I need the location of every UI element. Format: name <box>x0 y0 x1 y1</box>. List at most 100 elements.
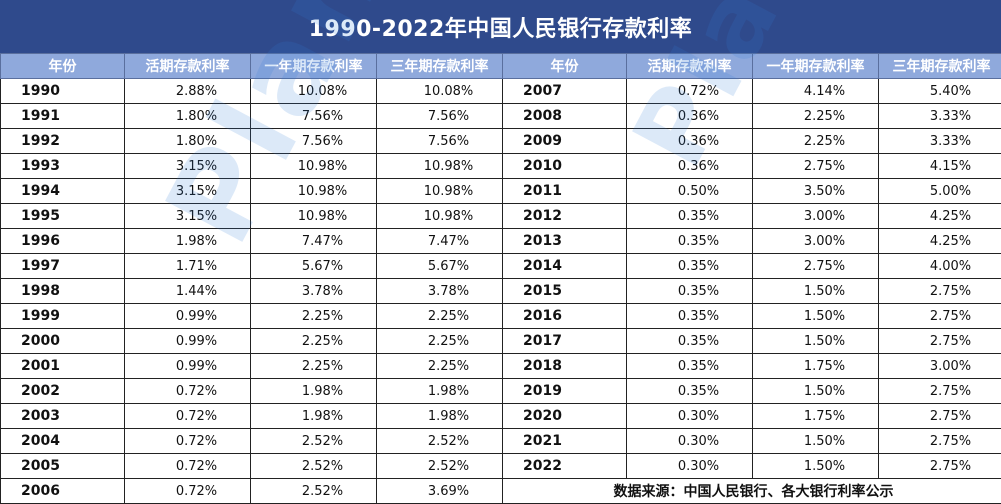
three-year-rate-cell: 4.25% <box>879 204 1001 229</box>
year-cell: 2002 <box>1 379 125 404</box>
one-year-rate-cell: 10.98% <box>251 154 377 179</box>
year-cell: 1996 <box>1 229 125 254</box>
three-year-rate-cell: 4.25% <box>879 229 1001 254</box>
one-year-rate-cell: 2.25% <box>251 304 377 329</box>
header-current-rate: 活期存款利率 <box>125 54 251 79</box>
current-rate-cell: 1.80% <box>125 104 251 129</box>
year-cell: 2004 <box>1 429 125 454</box>
year-cell: 2003 <box>1 404 125 429</box>
current-rate-cell: 0.35% <box>627 304 753 329</box>
current-rate-cell: 1.44% <box>125 279 251 304</box>
year-cell: 2012 <box>503 204 627 229</box>
header-year: 年份 <box>1 54 125 79</box>
header-row: 年份 活期存款利率 一年期存款利率 三年期存款利率 年份 活期存款利率 一年期存… <box>1 54 1001 79</box>
year-cell: 2013 <box>503 229 627 254</box>
current-rate-cell: 0.30% <box>627 454 753 479</box>
three-year-rate-cell: 3.69% <box>377 479 503 504</box>
current-rate-cell: 2.88% <box>125 79 251 104</box>
one-year-rate-cell: 7.47% <box>251 229 377 254</box>
three-year-rate-cell: 2.75% <box>879 304 1001 329</box>
three-year-rate-cell: 3.00% <box>879 354 1001 379</box>
three-year-rate-cell: 7.47% <box>377 229 503 254</box>
three-year-rate-cell: 3.78% <box>377 279 503 304</box>
three-year-rate-cell: 2.25% <box>377 354 503 379</box>
three-year-rate-cell: 5.67% <box>377 254 503 279</box>
three-year-rate-cell: 2.52% <box>377 429 503 454</box>
one-year-rate-cell: 2.52% <box>251 429 377 454</box>
one-year-rate-cell: 10.08% <box>251 79 377 104</box>
current-rate-cell: 0.72% <box>125 454 251 479</box>
current-rate-cell: 0.35% <box>627 279 753 304</box>
year-cell: 2022 <box>503 454 627 479</box>
current-rate-cell: 0.99% <box>125 329 251 354</box>
year-cell: 2014 <box>503 254 627 279</box>
one-year-rate-cell: 7.56% <box>251 104 377 129</box>
current-rate-cell: 0.36% <box>627 154 753 179</box>
one-year-rate-cell: 1.50% <box>753 279 879 304</box>
year-cell: 2007 <box>503 79 627 104</box>
current-rate-cell: 0.99% <box>125 304 251 329</box>
three-year-rate-cell: 2.75% <box>879 279 1001 304</box>
year-cell: 1995 <box>1 204 125 229</box>
year-cell: 2021 <box>503 429 627 454</box>
year-cell: 2006 <box>1 479 125 504</box>
current-rate-cell: 0.35% <box>627 354 753 379</box>
header-current-rate: 活期存款利率 <box>627 54 753 79</box>
one-year-rate-cell: 1.98% <box>251 379 377 404</box>
current-rate-cell: 0.72% <box>125 429 251 454</box>
header-three-year-rate: 三年期存款利率 <box>879 54 1001 79</box>
one-year-rate-cell: 1.75% <box>753 354 879 379</box>
year-cell: 2015 <box>503 279 627 304</box>
current-rate-cell: 3.15% <box>125 179 251 204</box>
one-year-rate-cell: 2.25% <box>251 329 377 354</box>
year-cell: 2000 <box>1 329 125 354</box>
one-year-rate-cell: 4.14% <box>753 79 879 104</box>
one-year-rate-cell: 10.98% <box>251 179 377 204</box>
current-rate-cell: 3.15% <box>125 154 251 179</box>
current-rate-cell: 0.35% <box>627 204 753 229</box>
one-year-rate-cell: 3.78% <box>251 279 377 304</box>
current-rate-cell: 0.35% <box>627 229 753 254</box>
three-year-rate-cell: 10.98% <box>377 179 503 204</box>
three-year-rate-cell: 1.98% <box>377 379 503 404</box>
three-year-rate-cell: 10.98% <box>377 154 503 179</box>
current-rate-cell: 3.15% <box>125 204 251 229</box>
page-title: 1990-2022年中国人民银行存款利率 <box>0 0 1001 53</box>
three-year-rate-cell: 2.75% <box>879 379 1001 404</box>
year-cell: 2019 <box>503 379 627 404</box>
interest-rate-table: 年份 活期存款利率 一年期存款利率 三年期存款利率 年份 活期存款利率 一年期存… <box>0 53 1001 504</box>
year-cell: 1993 <box>1 154 125 179</box>
one-year-rate-cell: 1.50% <box>753 454 879 479</box>
one-year-rate-cell: 10.98% <box>251 204 377 229</box>
one-year-rate-cell: 1.75% <box>753 404 879 429</box>
three-year-rate-cell: 7.56% <box>377 104 503 129</box>
three-year-rate-cell: 2.25% <box>377 304 503 329</box>
year-cell: 1990 <box>1 79 125 104</box>
one-year-rate-cell: 2.75% <box>753 254 879 279</box>
year-cell: 2001 <box>1 354 125 379</box>
current-rate-cell: 0.99% <box>125 354 251 379</box>
current-rate-cell: 0.50% <box>627 179 753 204</box>
current-rate-cell: 0.72% <box>125 404 251 429</box>
one-year-rate-cell: 1.50% <box>753 379 879 404</box>
one-year-rate-cell: 1.50% <box>753 304 879 329</box>
one-year-rate-cell: 1.98% <box>251 404 377 429</box>
three-year-rate-cell: 5.00% <box>879 179 1001 204</box>
one-year-rate-cell: 1.50% <box>753 329 879 354</box>
one-year-rate-cell: 7.56% <box>251 129 377 154</box>
current-rate-cell: 0.30% <box>627 404 753 429</box>
three-year-rate-cell: 2.75% <box>879 429 1001 454</box>
header-three-year-rate: 三年期存款利率 <box>377 54 503 79</box>
three-year-rate-cell: 7.56% <box>377 129 503 154</box>
